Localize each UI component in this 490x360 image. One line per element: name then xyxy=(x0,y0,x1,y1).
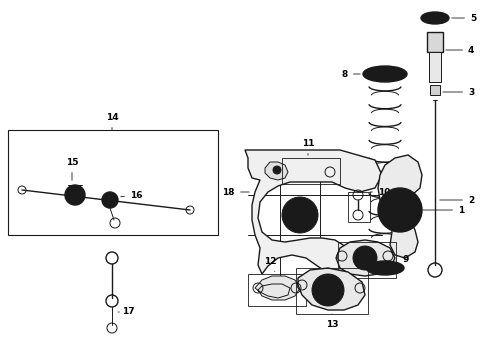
Text: 15: 15 xyxy=(66,158,78,180)
Bar xyxy=(430,85,440,95)
Circle shape xyxy=(397,190,403,196)
Bar xyxy=(338,242,396,278)
Circle shape xyxy=(106,196,114,204)
Circle shape xyxy=(102,192,118,208)
Text: 3: 3 xyxy=(443,87,474,96)
Text: 10: 10 xyxy=(370,188,391,197)
Circle shape xyxy=(65,185,85,205)
Text: 9: 9 xyxy=(396,256,408,265)
Text: 8: 8 xyxy=(342,69,360,78)
Circle shape xyxy=(378,188,422,232)
Circle shape xyxy=(388,198,412,222)
Polygon shape xyxy=(378,155,422,258)
Polygon shape xyxy=(245,150,382,276)
Text: 1: 1 xyxy=(423,206,464,215)
Bar xyxy=(8,130,218,235)
Bar xyxy=(296,268,368,314)
Text: 18: 18 xyxy=(222,188,249,197)
Circle shape xyxy=(290,205,310,225)
Text: 13: 13 xyxy=(326,314,338,329)
Text: 16: 16 xyxy=(121,190,143,199)
Text: 12: 12 xyxy=(264,257,276,271)
Text: 4: 4 xyxy=(446,45,474,54)
Text: 17: 17 xyxy=(118,307,135,316)
Circle shape xyxy=(353,246,377,270)
Circle shape xyxy=(431,14,439,22)
Ellipse shape xyxy=(421,12,449,24)
Bar xyxy=(348,192,370,222)
Circle shape xyxy=(273,166,281,174)
Circle shape xyxy=(414,207,420,213)
Circle shape xyxy=(312,274,344,306)
Circle shape xyxy=(282,197,318,233)
Text: 14: 14 xyxy=(106,113,118,130)
Bar xyxy=(282,158,340,184)
Circle shape xyxy=(69,189,81,201)
Ellipse shape xyxy=(426,14,444,22)
Polygon shape xyxy=(336,240,395,276)
Polygon shape xyxy=(265,162,288,180)
Bar xyxy=(427,32,443,52)
Circle shape xyxy=(397,224,403,230)
Ellipse shape xyxy=(363,66,407,82)
Ellipse shape xyxy=(371,69,399,79)
Text: 11: 11 xyxy=(302,139,314,155)
Polygon shape xyxy=(255,276,300,300)
Text: 2: 2 xyxy=(440,195,474,204)
Text: 7: 7 xyxy=(342,264,363,273)
Ellipse shape xyxy=(366,261,404,275)
Circle shape xyxy=(380,207,386,213)
Bar xyxy=(429,52,441,82)
Bar xyxy=(248,274,306,306)
Text: 6: 6 xyxy=(342,166,366,175)
Polygon shape xyxy=(298,268,365,310)
Text: 5: 5 xyxy=(452,14,476,23)
